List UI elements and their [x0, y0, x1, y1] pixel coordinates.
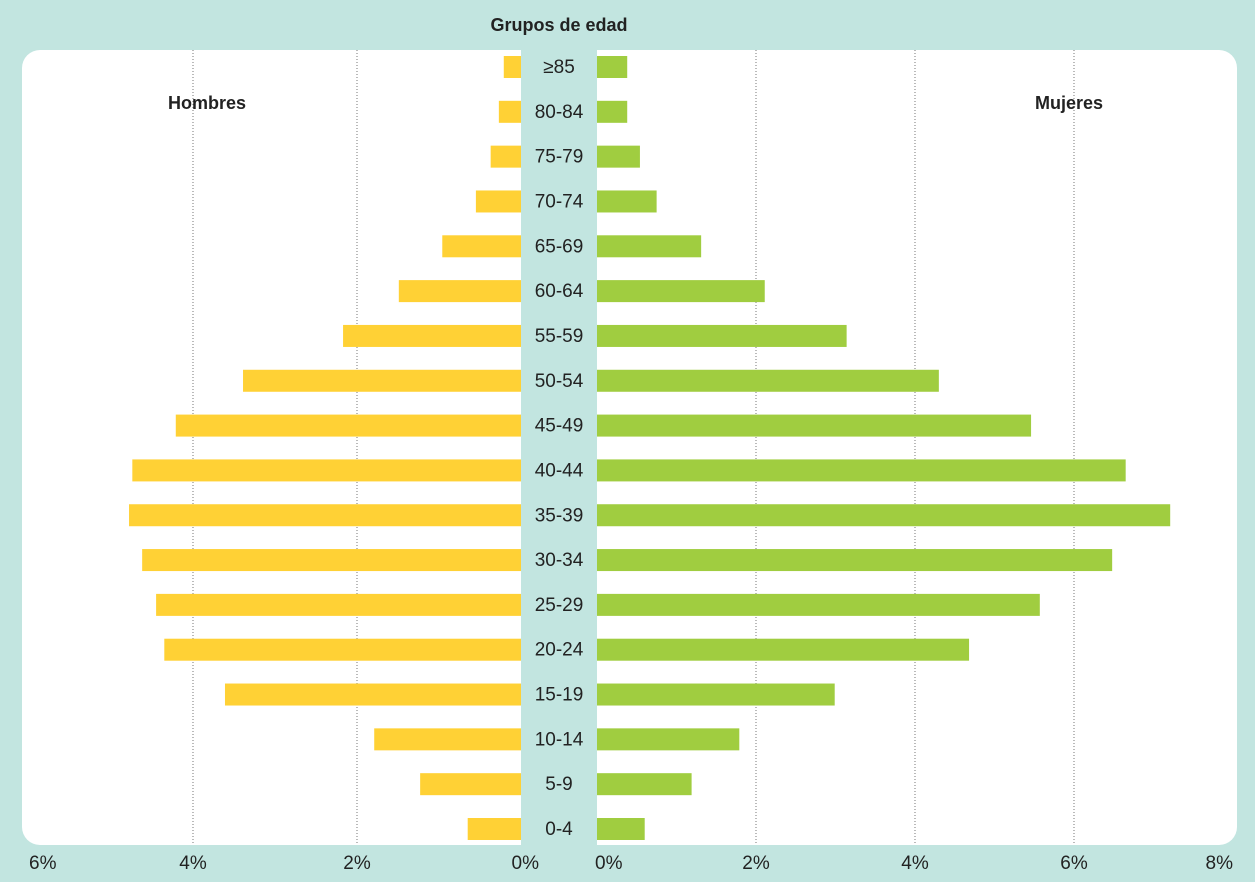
category-label: 60-64 — [535, 281, 584, 302]
bar — [374, 728, 521, 751]
bar — [597, 683, 835, 706]
category-label: 65-69 — [535, 236, 584, 257]
bar — [597, 145, 640, 168]
bar — [597, 414, 1032, 437]
bar — [224, 683, 522, 706]
bar — [490, 145, 521, 168]
chart-title: Grupos de edad — [490, 15, 627, 35]
category-label: 55-59 — [535, 326, 584, 347]
x-tick-label: 2% — [343, 853, 371, 874]
x-tick-label: 8% — [1206, 853, 1234, 874]
bar — [597, 593, 1040, 616]
bar — [597, 818, 645, 840]
bar — [597, 638, 970, 661]
category-label: 0-4 — [545, 819, 573, 840]
category-label: 75-79 — [535, 147, 584, 168]
legend-label: Mujeres — [1035, 93, 1103, 113]
bar — [503, 56, 521, 78]
bar — [243, 369, 521, 392]
category-label: 80-84 — [535, 102, 584, 123]
legend-label: Hombres — [168, 93, 246, 113]
category-label: 15-19 — [535, 685, 584, 706]
bar — [597, 728, 740, 751]
bar — [156, 593, 521, 616]
bar — [597, 280, 765, 303]
category-label: 5-9 — [545, 774, 572, 795]
x-tick-label: 0% — [512, 853, 540, 874]
category-label: 70-74 — [535, 191, 584, 212]
plot-panel — [22, 50, 1237, 845]
bar — [129, 504, 522, 527]
bar — [597, 549, 1113, 572]
x-tick-label: 6% — [29, 853, 57, 874]
x-tick-label: 2% — [742, 853, 770, 874]
bar — [597, 459, 1126, 482]
bar — [498, 100, 521, 123]
category-label: 45-49 — [535, 416, 584, 437]
bar — [420, 773, 521, 796]
bar — [398, 280, 521, 303]
bar — [597, 369, 939, 392]
grid — [192, 50, 1075, 845]
bar — [597, 324, 847, 347]
x-tick-label: 0% — [595, 853, 623, 874]
x-tick-label: 6% — [1060, 853, 1088, 874]
bar — [597, 773, 692, 796]
category-label: 40-44 — [535, 460, 584, 481]
bar — [343, 324, 521, 347]
bar — [142, 549, 521, 572]
bar — [597, 100, 628, 123]
bar — [475, 190, 521, 213]
category-label: 30-34 — [535, 550, 584, 571]
bar — [132, 459, 521, 482]
bar — [597, 190, 657, 213]
category-label: 50-54 — [535, 371, 584, 392]
category-label: 20-24 — [535, 640, 584, 661]
bar — [175, 414, 521, 437]
x-tick-label: 4% — [901, 853, 929, 874]
category-label: 10-14 — [535, 729, 584, 750]
bar — [597, 235, 702, 258]
category-label: ≥85 — [543, 57, 575, 78]
bar — [597, 504, 1171, 527]
bar — [442, 235, 521, 258]
category-label: 25-29 — [535, 595, 584, 616]
bar — [164, 638, 522, 661]
category-strip — [521, 50, 597, 845]
bar — [467, 818, 521, 840]
bar — [597, 56, 628, 78]
x-tick-label: 4% — [179, 853, 207, 874]
category-label: 35-39 — [535, 505, 584, 526]
